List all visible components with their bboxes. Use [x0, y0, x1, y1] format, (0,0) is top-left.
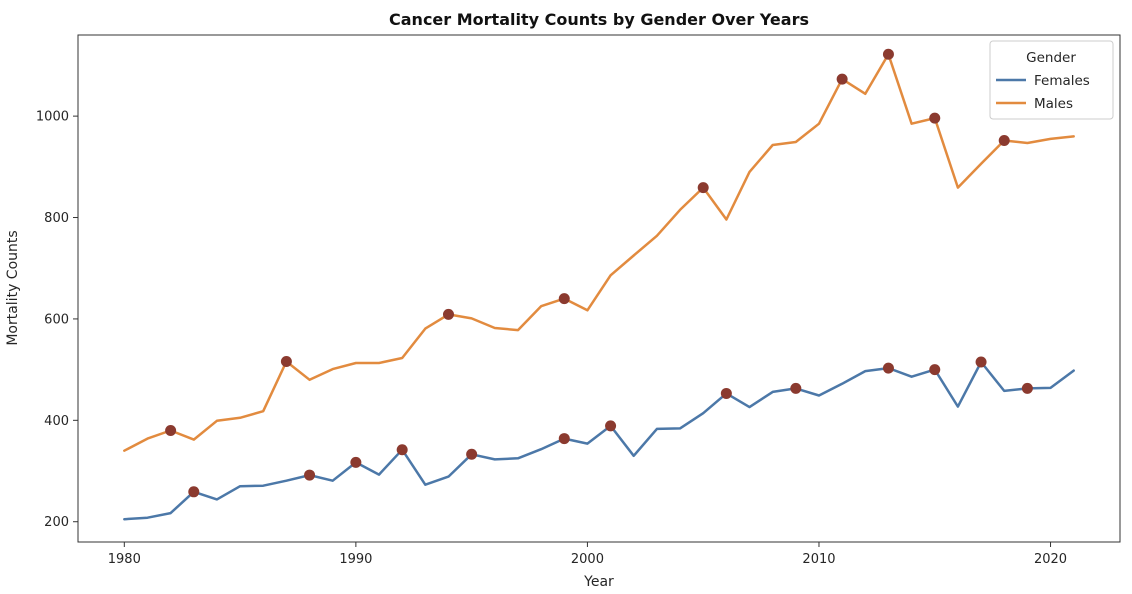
x-tick-label: 1980: [108, 552, 141, 567]
marker-females: [466, 448, 478, 460]
x-tick-label: 1990: [339, 552, 372, 567]
y-tick-label: 800: [44, 211, 69, 226]
marker-females: [350, 456, 362, 468]
legend-title: Gender: [1026, 50, 1076, 66]
marker-females: [558, 433, 570, 445]
marker-females: [882, 362, 894, 374]
series-line-females: [123, 360, 1075, 521]
legend: Gender Females Males: [989, 40, 1114, 120]
marker-males: [882, 48, 894, 60]
y-tick-label: 1000: [36, 110, 69, 125]
x-tick-label: 2010: [802, 552, 835, 567]
y-tick-label: 400: [44, 414, 69, 429]
y-tick-label: 600: [44, 312, 69, 327]
legend-label-females: Females: [1034, 73, 1090, 89]
x-tick-label: 2000: [571, 552, 604, 567]
marker-females: [1021, 382, 1033, 394]
marker-males: [442, 308, 454, 320]
chart-title: Cancer Mortality Counts by Gender Over Y…: [389, 10, 809, 29]
plot-area: [77, 34, 1121, 543]
marker-males: [280, 356, 292, 368]
marker-males: [558, 293, 570, 305]
legend-box: [989, 40, 1114, 120]
marker-males: [929, 112, 941, 124]
x-axis-label: Year: [583, 574, 614, 590]
highlighted-markers: [165, 48, 1033, 498]
marker-females: [975, 356, 987, 368]
series-line-males: [123, 53, 1075, 452]
marker-males: [165, 424, 177, 436]
legend-label-males: Males: [1034, 96, 1073, 112]
marker-females: [790, 382, 802, 394]
marker-males: [697, 182, 709, 194]
marker-males: [998, 134, 1010, 146]
marker-females: [396, 444, 408, 456]
series-lines: [123, 53, 1075, 521]
marker-females: [304, 469, 316, 481]
marker-males: [836, 73, 848, 85]
marker-females: [929, 364, 941, 376]
y-axis: 200 400 600 800 1000: [36, 110, 78, 530]
x-tick-label: 2020: [1034, 552, 1067, 567]
marker-females: [605, 420, 617, 432]
x-axis: 1980 1990 2000 2010 2020: [108, 542, 1067, 567]
marker-females: [188, 486, 200, 498]
y-axis-label: Mortality Counts: [5, 230, 21, 345]
marker-females: [720, 387, 732, 399]
y-tick-label: 200: [44, 515, 69, 530]
